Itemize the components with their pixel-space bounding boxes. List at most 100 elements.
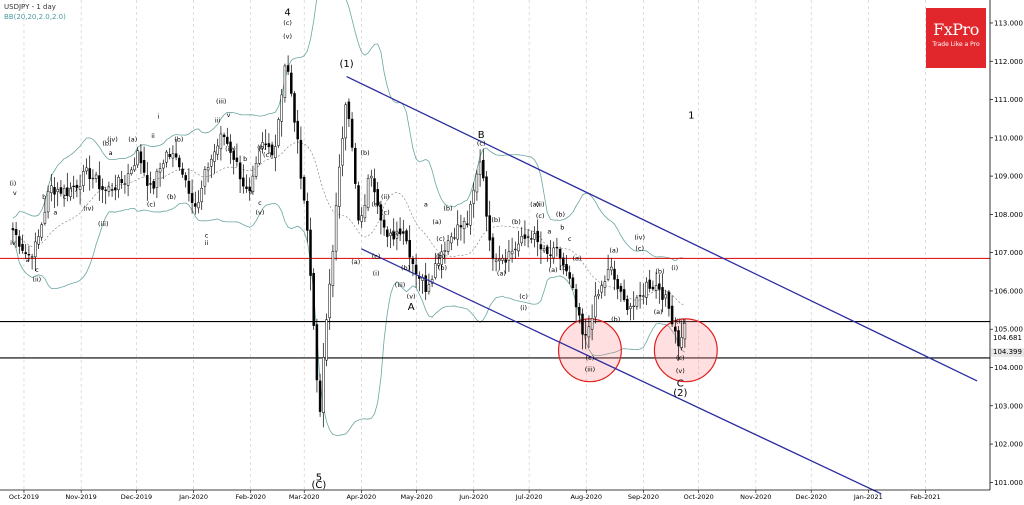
wave-label: 1 — [688, 111, 694, 122]
wave-label: a — [53, 208, 57, 216]
candle-body — [40, 224, 43, 238]
y-tick-label: 109.000 — [994, 173, 1023, 181]
logo-tagline: Trade Like a Pro — [932, 41, 980, 48]
candle-body — [603, 281, 607, 288]
candle-body — [197, 202, 200, 209]
candle-body — [290, 72, 293, 94]
candle-body — [619, 285, 623, 292]
wave-label: (C) — [312, 480, 327, 491]
wave-label: (i) — [671, 264, 678, 272]
x-tick-label: Aug-2020 — [570, 493, 602, 501]
candle-body — [677, 330, 680, 347]
wave-label: (c) — [519, 293, 528, 301]
candle-body — [670, 305, 674, 325]
candle-body — [667, 291, 671, 309]
candle-body — [680, 337, 683, 348]
y-tick-label: 103.000 — [994, 402, 1023, 410]
candle-body — [306, 200, 309, 231]
wave-label: (b) — [360, 149, 369, 157]
wave-label: (a) — [372, 201, 381, 209]
candle-body — [251, 175, 255, 192]
candle-body — [571, 277, 575, 289]
wave-label: v — [13, 189, 17, 197]
channel-lines — [346, 75, 978, 495]
candle-body — [616, 279, 619, 289]
candle-body — [347, 101, 351, 119]
candle-body — [136, 150, 139, 166]
candle-body — [632, 305, 635, 308]
candle-body — [360, 215, 363, 222]
candle-body — [642, 295, 645, 297]
wave-label: (b) — [167, 193, 176, 201]
candle-body — [110, 189, 114, 191]
candle-body — [645, 281, 648, 298]
candles — [11, 55, 687, 428]
x-tick-label: Feb-2020 — [236, 493, 266, 501]
candle-body — [178, 157, 181, 168]
candle-body — [341, 138, 344, 166]
y-tick-label: 106.000 — [994, 287, 1023, 295]
wave-label: c — [205, 231, 209, 239]
candle-body — [411, 258, 415, 264]
candle-body — [78, 185, 82, 190]
candle-body — [626, 298, 629, 310]
candle-body — [366, 178, 370, 209]
candle-body — [43, 211, 47, 224]
candle-body — [350, 118, 354, 148]
candle-body — [315, 324, 319, 381]
candle-body — [427, 284, 431, 292]
wave-label: c — [568, 235, 572, 243]
candle-body — [101, 186, 104, 190]
bollinger-middle — [12, 141, 686, 306]
candle-body — [171, 153, 175, 159]
fxpro-logo: FxPro Trade Like a Pro — [926, 8, 986, 68]
candle-body — [187, 180, 191, 194]
candle-body — [229, 141, 232, 153]
candle-body — [62, 187, 66, 196]
candle-body — [338, 166, 341, 207]
candle-body — [120, 179, 123, 183]
candle-body — [533, 233, 536, 240]
candle-body — [370, 175, 373, 179]
candle-body — [274, 146, 277, 158]
candle-body — [498, 258, 501, 262]
candle-body — [56, 188, 59, 192]
candle-body — [376, 189, 379, 206]
candle-body — [194, 203, 197, 207]
candle-body — [405, 230, 408, 242]
candle-body — [267, 143, 271, 148]
wave-label: v — [227, 111, 231, 119]
wave-label: (iii) — [216, 97, 227, 105]
channel-line — [361, 248, 882, 495]
candle-body — [354, 147, 357, 184]
candle-body — [475, 173, 479, 193]
candle-body — [491, 237, 495, 260]
candle-body — [222, 134, 226, 138]
wave-label: (c) — [263, 151, 272, 159]
wave-label: a — [547, 228, 551, 236]
candle-body — [462, 221, 466, 229]
candle-body — [373, 178, 376, 193]
candle-body — [133, 165, 136, 171]
candle-body — [434, 263, 437, 278]
candle-body — [149, 183, 152, 185]
candle-body — [552, 247, 555, 259]
horizontal-levels — [0, 257, 990, 359]
candle-body — [514, 248, 517, 251]
wave-label: b — [42, 193, 46, 201]
price-badge-current: 104.399 — [991, 347, 1024, 357]
wave-label: (b) — [655, 268, 664, 276]
candle-body — [638, 295, 642, 297]
candle-body — [546, 246, 549, 254]
wave-label: (v) — [676, 367, 685, 375]
candle-body — [674, 326, 677, 332]
wave-label: iii — [215, 117, 221, 125]
candle-body — [264, 143, 267, 146]
candle-body — [59, 187, 63, 194]
candle-body — [466, 223, 469, 226]
candle-body — [168, 154, 171, 157]
candle-body — [517, 243, 520, 252]
candle-body — [654, 285, 658, 291]
candle-body — [235, 157, 239, 162]
